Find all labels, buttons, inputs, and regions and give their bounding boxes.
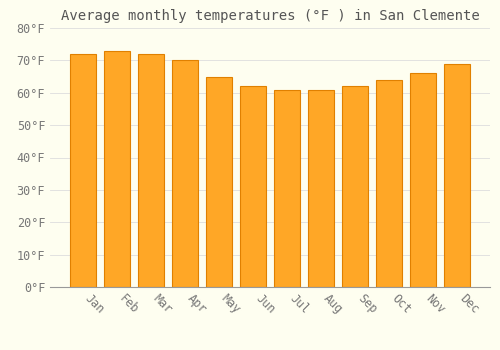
Bar — [206, 77, 232, 287]
Bar — [308, 90, 334, 287]
Bar — [444, 64, 470, 287]
Bar — [274, 90, 300, 287]
Bar — [410, 74, 436, 287]
Bar — [70, 54, 96, 287]
Bar — [240, 86, 266, 287]
Bar — [104, 51, 130, 287]
Bar — [376, 80, 402, 287]
Bar — [172, 60, 198, 287]
Title: Average monthly temperatures (°F ) in San Clemente: Average monthly temperatures (°F ) in Sa… — [60, 9, 480, 23]
Bar — [138, 54, 164, 287]
Bar — [342, 86, 368, 287]
